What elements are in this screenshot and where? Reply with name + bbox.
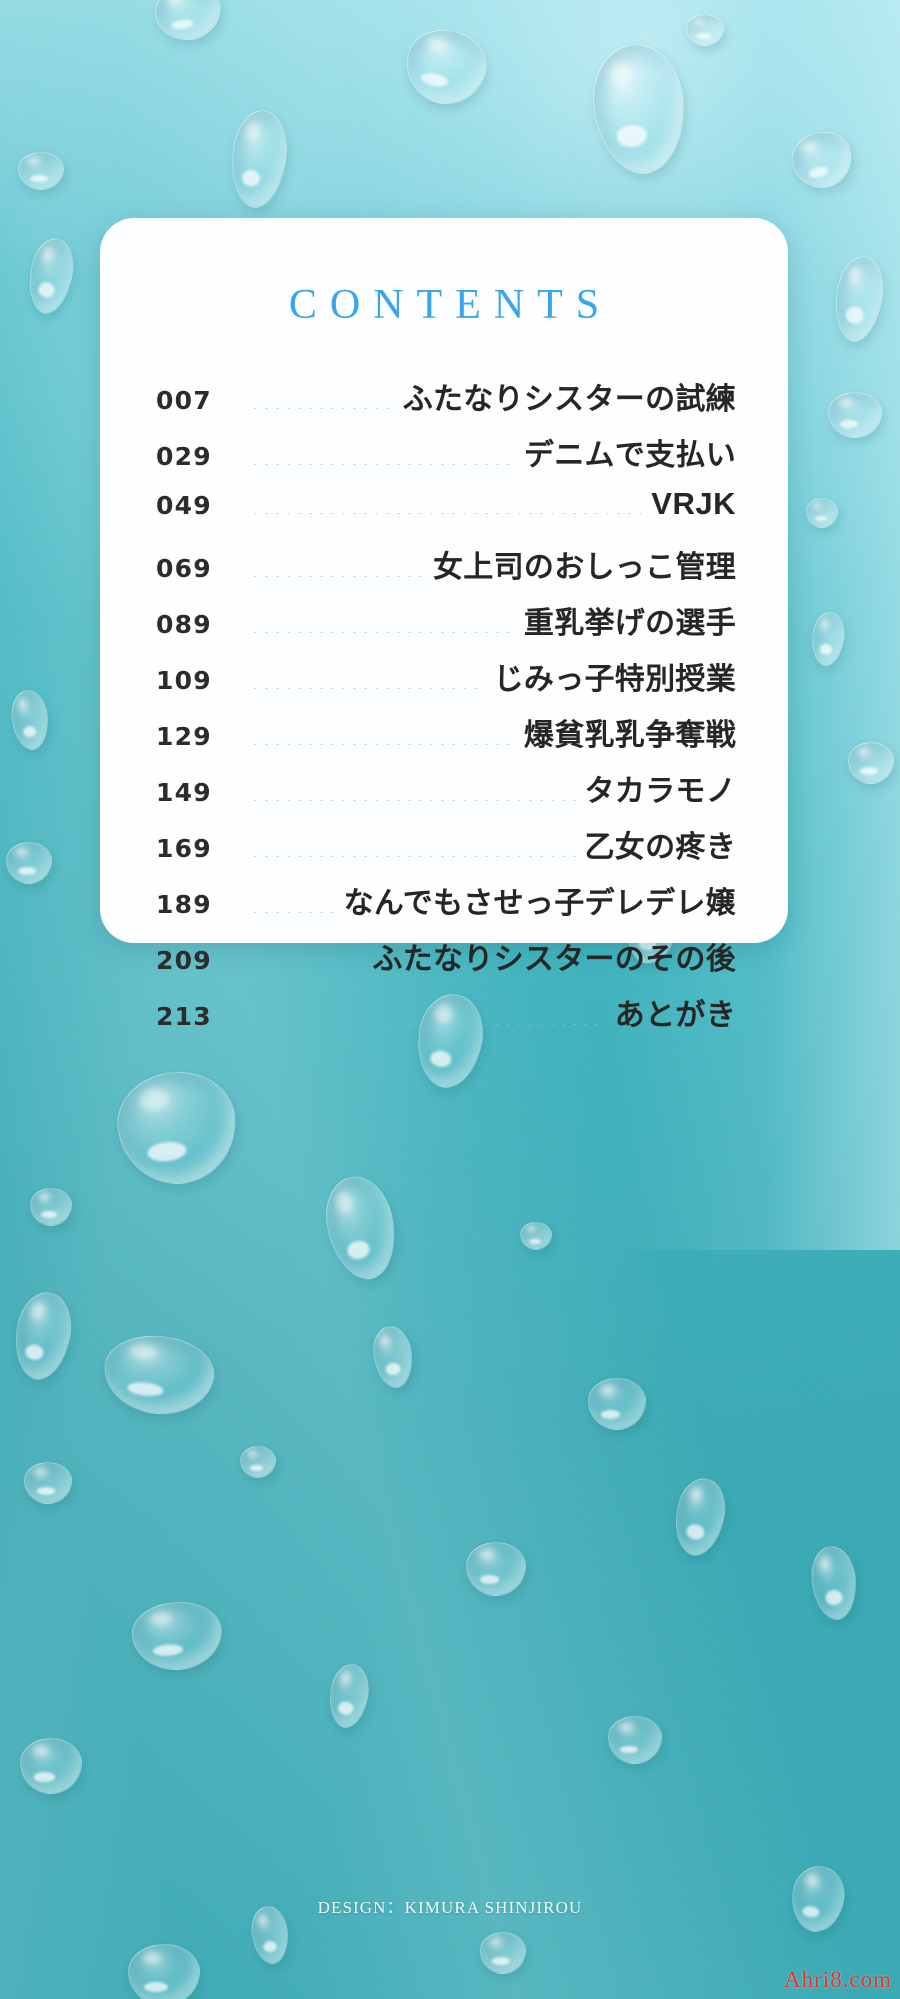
toc-row[interactable]: 007 ふたなりシスターの試練 bbox=[156, 374, 736, 430]
toc-chapter-title: あとがき bbox=[614, 998, 736, 1033]
toc-chapter-title: 乙女の疼き bbox=[584, 830, 736, 865]
contents-card: CONTENTS 007 ふたなりシスターの試練 029 デニムで支払い 049 VRJK… bbox=[100, 218, 788, 1033]
toc-chapter-title: 重乳挙げの選手 bbox=[523, 606, 736, 641]
toc-chapter-title: デニムで支払い bbox=[523, 438, 736, 473]
toc-dotted-leader bbox=[250, 800, 577, 801]
toc-dotted-leader bbox=[250, 744, 516, 745]
toc-dotted-leader bbox=[250, 464, 516, 465]
toc-page-number: 029 bbox=[156, 442, 212, 471]
toc-page-number: 169 bbox=[156, 834, 212, 863]
toc-dotted-leader bbox=[250, 968, 365, 969]
toc-dotted-leader bbox=[250, 1024, 607, 1025]
toc-page-number: 049 bbox=[156, 491, 212, 520]
table-of-contents: 007 ふたなりシスターの試練 029 デニムで支払い 049 VRJK 069 女上司のおし… bbox=[156, 374, 736, 1046]
toc-chapter-title: 女上司のおしっこ管理 bbox=[433, 550, 736, 585]
toc-chapter-title: ふたなりシスターのその後 bbox=[372, 942, 736, 977]
toc-chapter-title: VRJK bbox=[651, 486, 736, 521]
toc-row[interactable]: 189 なんでもさせっ子デレデレ嬢 bbox=[156, 878, 736, 934]
toc-row[interactable]: 129 爆貧乳乳争奪戦 bbox=[156, 710, 736, 766]
toc-chapter-title: タカラモノ bbox=[584, 774, 736, 809]
toc-row[interactable]: 149 タカラモノ bbox=[156, 766, 736, 822]
toc-page-number: 213 bbox=[156, 1002, 212, 1031]
toc-dotted-leader bbox=[250, 513, 644, 514]
toc-row[interactable]: 049 VRJK bbox=[156, 486, 736, 542]
page-title: CONTENTS bbox=[288, 282, 613, 328]
toc-chapter-title: なんでもさせっ子デレデレ嬢 bbox=[343, 886, 736, 921]
toc-row[interactable]: 029 デニムで支払い bbox=[156, 430, 736, 486]
toc-page-number: 189 bbox=[156, 890, 212, 919]
toc-dotted-leader bbox=[250, 688, 486, 689]
toc-page-number: 089 bbox=[156, 610, 212, 639]
toc-row[interactable]: 069 女上司のおしっこ管理 bbox=[156, 542, 736, 598]
toc-chapter-title: じみっ子特別授業 bbox=[493, 662, 736, 697]
toc-dotted-leader bbox=[250, 576, 425, 577]
toc-page-number: 149 bbox=[156, 778, 212, 807]
toc-row[interactable]: 109 じみっ子特別授業 bbox=[156, 654, 736, 710]
toc-row[interactable]: 169 乙女の疼き bbox=[156, 822, 736, 878]
toc-row[interactable]: 089 重乳挙げの選手 bbox=[156, 598, 736, 654]
toc-page-number: 007 bbox=[156, 386, 212, 415]
toc-dotted-leader bbox=[250, 632, 516, 633]
toc-row[interactable]: 213 あとがき bbox=[156, 990, 736, 1046]
toc-dotted-leader bbox=[250, 912, 336, 913]
toc-page-number: 129 bbox=[156, 722, 212, 751]
toc-row[interactable]: 209 ふたなりシスターのその後 bbox=[156, 934, 736, 990]
toc-dotted-leader bbox=[250, 856, 577, 857]
design-credit: DESIGN：KIMURA SHINJIROU bbox=[317, 1898, 583, 1917]
toc-page-number: 069 bbox=[156, 554, 212, 583]
toc-page-number: 209 bbox=[156, 946, 212, 975]
toc-page-number: 109 bbox=[156, 666, 212, 695]
toc-chapter-title: ふたなりシスターの試練 bbox=[402, 382, 736, 417]
toc-chapter-title: 爆貧乳乳争奪戦 bbox=[523, 718, 736, 753]
toc-dotted-leader bbox=[250, 408, 395, 409]
site-watermark: Ahri8.com bbox=[783, 1967, 892, 1992]
